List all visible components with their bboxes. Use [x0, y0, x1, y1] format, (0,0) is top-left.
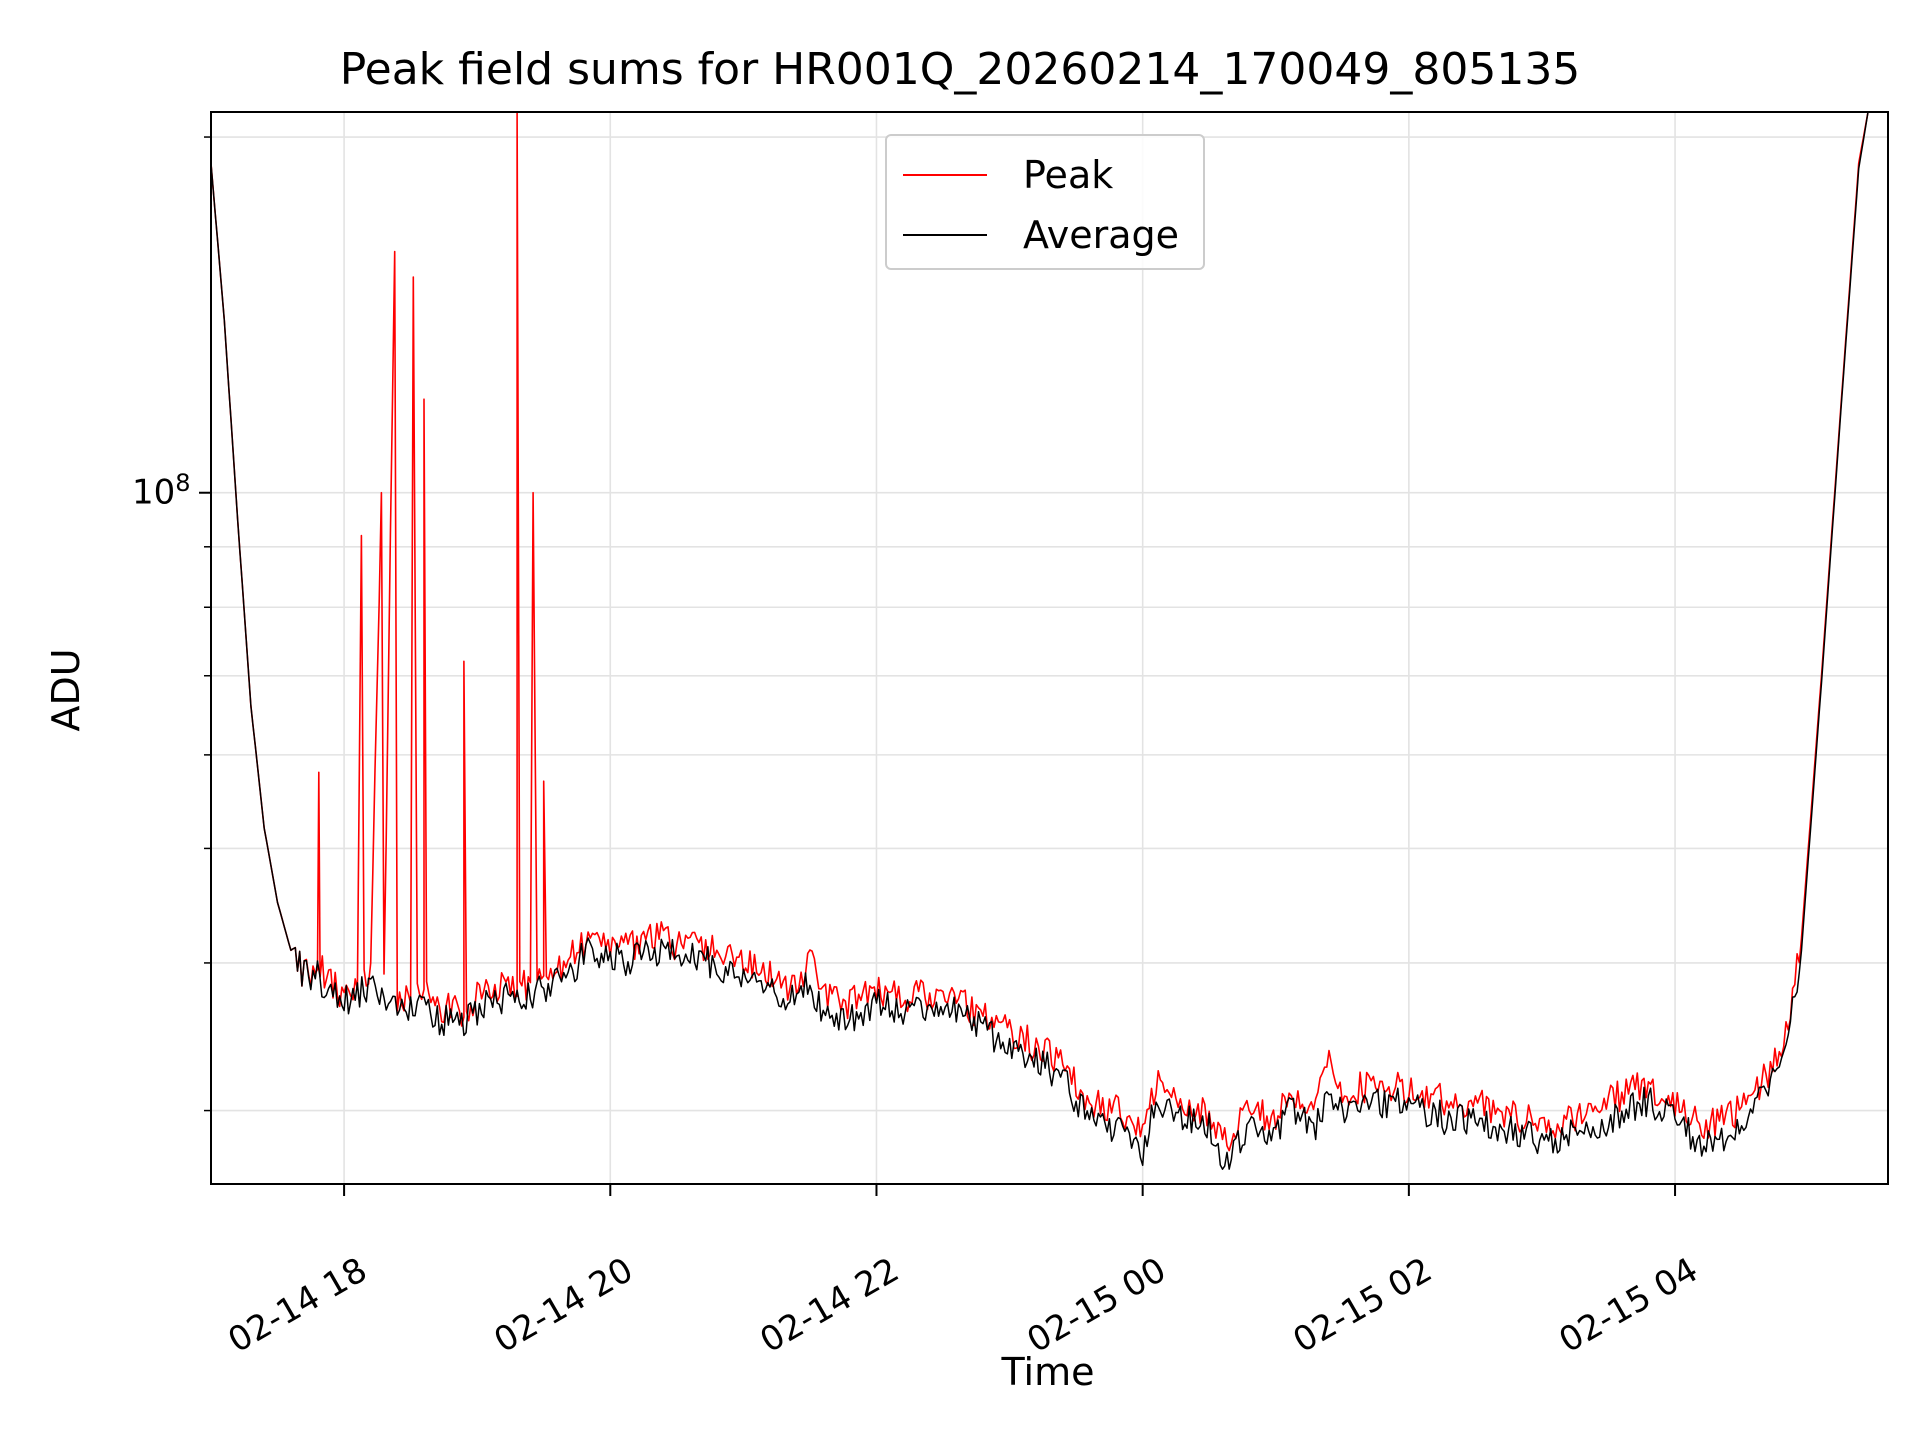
- legend-item-peak: Peak: [903, 150, 1113, 200]
- legend-swatch-average: [903, 234, 987, 236]
- y-axis-label: ADU: [44, 648, 88, 732]
- legend-swatch-peak: [903, 174, 987, 176]
- chart-title: Peak field sums for HR001Q_20260214_1700…: [339, 44, 1581, 95]
- y-tick-exponent: 8: [175, 468, 191, 497]
- x-axis-label: Time: [1001, 1350, 1095, 1394]
- legend-item-average: Average: [903, 210, 1179, 260]
- grid: [211, 112, 1888, 1184]
- series-line-average: [210, 111, 1888, 1170]
- y-tick-base: 10: [132, 472, 176, 513]
- series-line-peak: [210, 111, 1888, 1152]
- legend: Peak Average: [885, 134, 1205, 270]
- y-tick-label: 108: [132, 469, 191, 512]
- legend-label-peak: Peak: [1023, 153, 1114, 197]
- axes-frame: [210, 111, 1889, 1185]
- series-layer: [210, 111, 1888, 1170]
- tick-marks: [199, 136, 1677, 1196]
- legend-label-average: Average: [1023, 213, 1180, 257]
